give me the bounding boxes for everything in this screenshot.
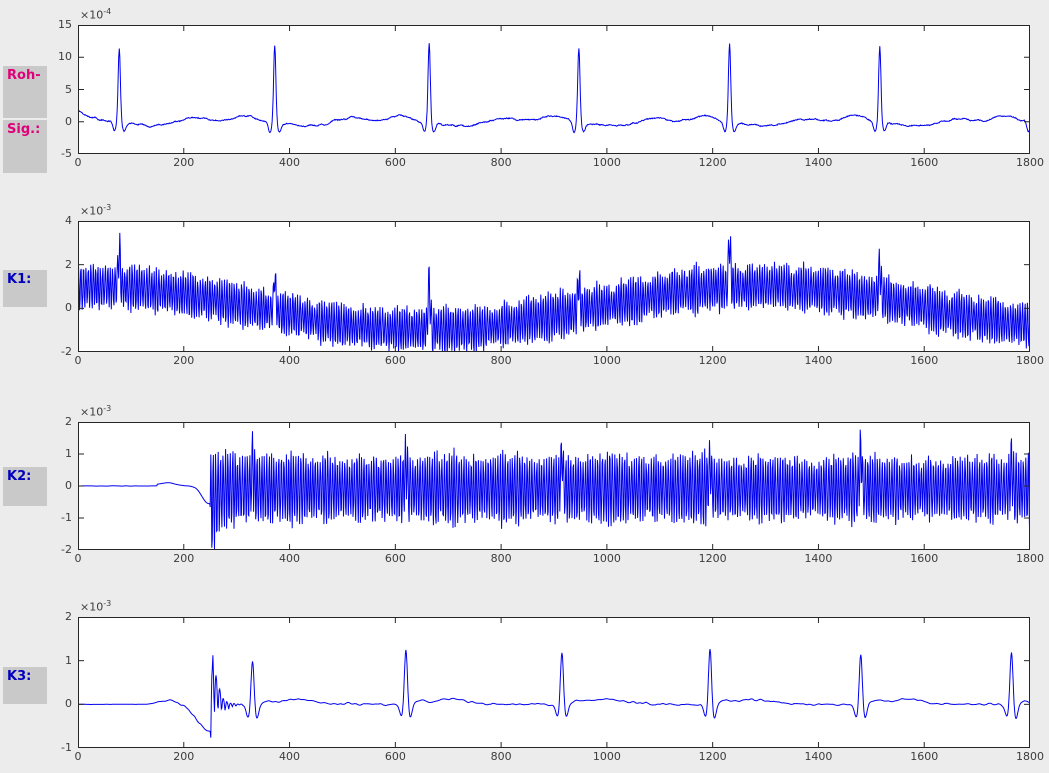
exponent-prefix: ×10 xyxy=(80,204,104,218)
y-tick-label: 0 xyxy=(65,301,72,315)
subplot-roh-signal xyxy=(78,25,1030,154)
signal-trace xyxy=(78,429,1030,550)
y-tick-label: 2 xyxy=(65,610,72,623)
x-tick-label: 1800 xyxy=(1016,750,1044,763)
x-tick-label: 800 xyxy=(490,552,512,565)
x-tick-label: 800 xyxy=(490,156,512,169)
x-tick-label: 1400 xyxy=(804,156,833,169)
x-tick-label: 600 xyxy=(384,552,406,565)
x-tick-label: 800 xyxy=(490,354,512,367)
plot-canvas xyxy=(78,617,1030,748)
x-tick-label: 400 xyxy=(279,354,301,367)
subplot-k3 xyxy=(78,617,1030,748)
y-tick-label: -2 xyxy=(61,345,72,358)
x-tick-label: 1800 xyxy=(1016,354,1044,367)
x-tick-label: 0 xyxy=(74,750,82,763)
exponent-power: -3 xyxy=(103,599,112,608)
plot-canvas xyxy=(78,25,1030,154)
exponent-power: -4 xyxy=(103,7,112,16)
signal-label-k3-text: K3: xyxy=(7,669,32,684)
exponent-power: -3 xyxy=(103,203,112,212)
x-tick-label: 600 xyxy=(384,354,406,367)
plot-canvas xyxy=(78,221,1030,352)
x-tick-label: 1200 xyxy=(698,354,727,367)
axes-box xyxy=(78,422,1030,550)
signal-trace xyxy=(78,232,1030,352)
y-tick-label: -1 xyxy=(61,741,72,754)
y-axis-exponent-k3: ×10-3 xyxy=(80,599,111,614)
x-tick-label: 200 xyxy=(173,354,195,367)
y-tick-label: 5 xyxy=(65,82,72,96)
exponent-power: -3 xyxy=(103,404,112,413)
x-tick-label: 1200 xyxy=(698,552,727,565)
subplot-k2 xyxy=(78,422,1030,550)
x-tick-label: 1200 xyxy=(698,156,727,169)
x-tick-label: 600 xyxy=(384,156,406,169)
y-tick-label: 1 xyxy=(65,447,72,460)
signal-label-roh: Roh- xyxy=(3,66,47,118)
signal-trace xyxy=(78,43,1030,134)
x-tick-label: 400 xyxy=(279,156,301,169)
exponent-prefix: ×10 xyxy=(80,8,104,22)
y-axis-exponent-k1: ×10-3 xyxy=(80,203,111,218)
axes-box xyxy=(78,25,1030,154)
signal-trace xyxy=(78,649,1030,738)
x-tick-label: 0 xyxy=(74,552,82,565)
x-tick-label: 1000 xyxy=(592,750,621,763)
x-tick-label: 200 xyxy=(173,750,195,763)
x-tick-label: 0 xyxy=(74,354,82,367)
subplot-k1 xyxy=(78,221,1030,352)
x-tick-label: 0 xyxy=(74,156,82,169)
axes-box xyxy=(78,617,1030,748)
x-tick-label: 1400 xyxy=(804,354,833,367)
signal-label-k3: K3: xyxy=(3,667,47,704)
x-tick-label: 600 xyxy=(384,750,406,763)
x-tick-label: 1400 xyxy=(804,552,833,565)
x-tick-label: 1600 xyxy=(910,156,939,169)
signal-label-sig-text: Sig.: xyxy=(7,122,41,137)
x-tick-label: 400 xyxy=(279,750,301,763)
x-tick-label: 1000 xyxy=(592,552,621,565)
x-tick-label: 1600 xyxy=(910,552,939,565)
signal-label-k2-text: K2: xyxy=(7,469,32,484)
y-tick-label: -2 xyxy=(61,543,72,556)
y-tick-label: -1 xyxy=(61,511,72,524)
y-axis-exponent-k2: ×10-3 xyxy=(80,404,111,419)
y-axis-exponent-rohsig: ×10-4 xyxy=(80,7,111,22)
exponent-prefix: ×10 xyxy=(80,600,104,614)
y-tick-label: 2 xyxy=(65,415,72,428)
signal-label-k2: K2: xyxy=(3,467,47,506)
y-tick-label: 1 xyxy=(65,653,72,667)
y-tick-label: 10 xyxy=(58,50,72,64)
y-tick-label: 0 xyxy=(65,697,72,711)
signal-label-sig: Sig.: xyxy=(3,120,47,173)
x-tick-label: 1400 xyxy=(804,750,833,763)
y-tick-label: 0 xyxy=(65,114,72,128)
x-tick-label: 200 xyxy=(173,156,195,169)
y-tick-label: 15 xyxy=(58,18,72,31)
y-tick-label: 4 xyxy=(65,214,72,227)
x-tick-label: 1600 xyxy=(910,354,939,367)
x-tick-label: 1000 xyxy=(592,354,621,367)
exponent-prefix: ×10 xyxy=(80,405,104,419)
y-tick-label: -5 xyxy=(61,147,72,160)
x-tick-label: 200 xyxy=(173,552,195,565)
plot-canvas xyxy=(78,422,1030,550)
x-tick-label: 400 xyxy=(279,552,301,565)
signal-label-roh-text: Roh- xyxy=(7,68,41,83)
x-tick-label: 1800 xyxy=(1016,156,1044,169)
x-tick-label: 1000 xyxy=(592,156,621,169)
y-tick-label: 0 xyxy=(65,479,72,492)
x-tick-label: 1800 xyxy=(1016,552,1044,565)
axes-box xyxy=(78,221,1030,352)
x-tick-label: 1600 xyxy=(910,750,939,763)
signal-label-k1: K1: xyxy=(3,270,47,307)
x-tick-label: 800 xyxy=(490,750,512,763)
x-tick-label: 1200 xyxy=(698,750,727,763)
signal-label-k1-text: K1: xyxy=(7,272,32,287)
y-tick-label: 2 xyxy=(65,257,72,271)
